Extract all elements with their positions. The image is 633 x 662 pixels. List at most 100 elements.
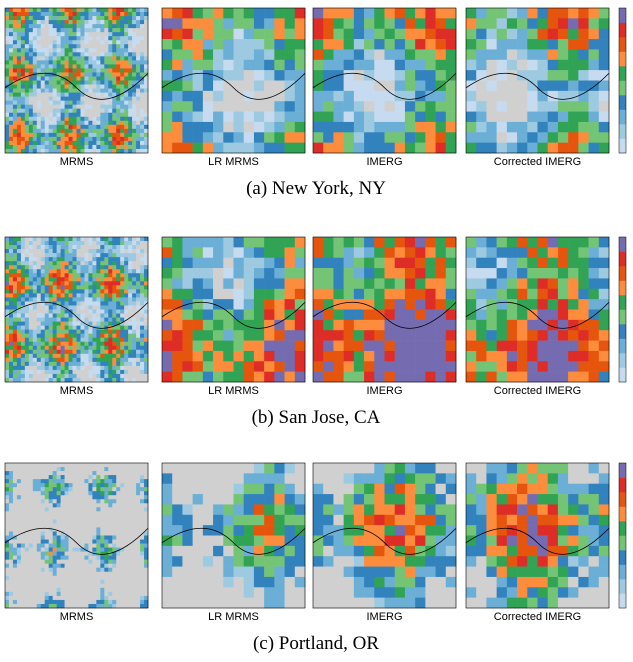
map-image xyxy=(466,8,609,153)
map-cell xyxy=(41,40,45,44)
map-cell xyxy=(374,330,385,341)
map-cell xyxy=(116,72,120,76)
map-cell xyxy=(73,354,77,358)
map-cell xyxy=(446,143,457,154)
map-cell xyxy=(144,64,148,68)
map-cell xyxy=(57,36,61,40)
map-cell xyxy=(558,91,569,102)
colorbar-step xyxy=(619,324,626,339)
map-cell xyxy=(136,105,140,109)
map-cell xyxy=(124,117,128,121)
map-cell xyxy=(57,467,61,471)
map-cell xyxy=(13,293,17,297)
map-cell xyxy=(104,564,108,568)
map-cell xyxy=(33,289,37,293)
map-cell xyxy=(112,576,116,580)
map-cell xyxy=(285,247,296,258)
map-cell xyxy=(21,109,25,113)
map-cell xyxy=(100,301,104,305)
map-cell xyxy=(77,277,81,281)
map-cell xyxy=(112,89,116,93)
map-cell xyxy=(5,511,9,515)
map-cell xyxy=(507,237,518,248)
map-cell xyxy=(136,527,140,531)
map-cell xyxy=(100,145,104,149)
map-cell xyxy=(436,289,447,300)
map-cell xyxy=(84,354,88,358)
map-cell xyxy=(84,149,88,153)
map-cell xyxy=(193,101,204,112)
map-cell xyxy=(77,261,81,265)
map-cell xyxy=(132,358,136,362)
map-cell xyxy=(9,588,13,592)
map-cell xyxy=(344,49,355,60)
map-cell xyxy=(333,91,344,102)
map-cell xyxy=(116,76,120,80)
map-cell xyxy=(41,44,45,48)
map-cell xyxy=(45,40,49,44)
map-cell xyxy=(112,273,116,277)
map-cell xyxy=(13,72,17,76)
map-cell xyxy=(395,341,406,352)
map-cell xyxy=(476,18,487,29)
map-cell xyxy=(80,592,84,596)
map-cell xyxy=(144,362,148,366)
map-cell xyxy=(364,310,375,321)
map-cell xyxy=(9,12,13,16)
map-cell xyxy=(132,109,136,113)
map-cell xyxy=(223,29,234,40)
map-cell xyxy=(124,40,128,44)
map-cell xyxy=(116,318,120,322)
map-cell xyxy=(112,117,116,121)
map-cell xyxy=(323,39,334,50)
map-cell xyxy=(77,564,81,568)
map-cell xyxy=(45,305,49,309)
map-cell xyxy=(77,374,81,378)
map-cell xyxy=(589,29,600,40)
map-cell xyxy=(37,12,41,16)
map-cell xyxy=(80,491,84,495)
map-cell xyxy=(140,366,144,370)
map-cell xyxy=(507,132,518,143)
map-cell xyxy=(65,149,69,153)
map-cell xyxy=(53,552,57,556)
map-cell xyxy=(116,89,120,93)
map-cell xyxy=(53,354,57,358)
map-cell xyxy=(41,81,45,85)
map-cell xyxy=(333,39,344,50)
map-cell xyxy=(140,97,144,101)
map-cell xyxy=(112,113,116,117)
map-cell xyxy=(128,12,132,16)
map-cell xyxy=(77,269,81,273)
map-cell xyxy=(29,16,33,20)
map-cell xyxy=(29,40,33,44)
map-cell xyxy=(244,132,255,143)
map-cell xyxy=(104,129,108,133)
map-cell xyxy=(364,112,375,123)
map-cell xyxy=(65,277,69,281)
map-cell xyxy=(88,527,92,531)
map-cell xyxy=(73,97,77,101)
map-cell xyxy=(9,297,13,301)
map-cell xyxy=(73,121,77,125)
map-cell xyxy=(37,580,41,584)
map-cell xyxy=(144,117,148,121)
map-cell xyxy=(69,374,73,378)
map-cell xyxy=(17,48,21,52)
map-cell xyxy=(112,12,116,16)
map-cell xyxy=(128,129,132,133)
map-cell xyxy=(104,257,108,261)
map-cell xyxy=(140,297,144,301)
map-cell xyxy=(104,467,108,471)
map-cell xyxy=(323,351,334,362)
map-cell xyxy=(57,370,61,374)
map-cell xyxy=(13,121,17,125)
map-cell xyxy=(49,149,53,153)
map-cell xyxy=(53,467,57,471)
map-cell xyxy=(41,93,45,97)
map-cell xyxy=(53,48,57,52)
map-cell xyxy=(100,277,104,281)
map-cell xyxy=(144,109,148,113)
map-cell xyxy=(354,143,365,154)
map-cell xyxy=(264,18,275,29)
